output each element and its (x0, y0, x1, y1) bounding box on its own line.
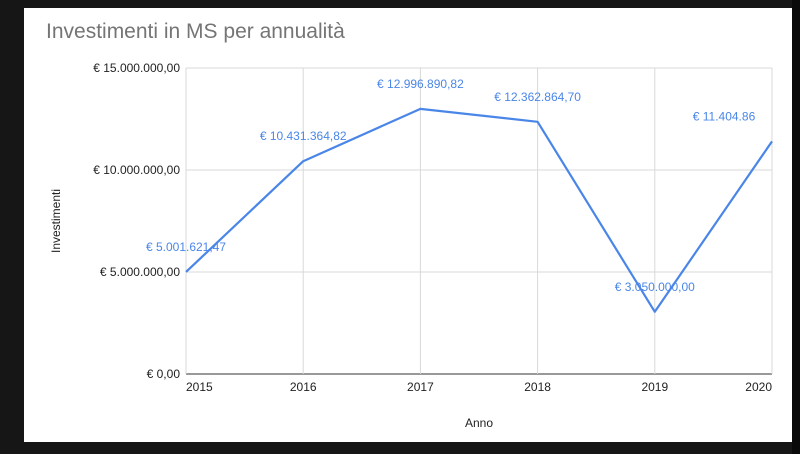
data-label: € 5.001.621,47 (146, 240, 226, 254)
series (185, 107, 773, 313)
screen-edge (792, 0, 800, 454)
y-tick-label: € 15.000.000,00 (93, 61, 180, 75)
y-axis-ticks: € 0,00 € 5.000.000,00 € 10.000.000,00 € 15.… (93, 61, 180, 381)
chart-title: Investimenti in MS per annualità (46, 20, 345, 43)
x-tick-label: 2018 (524, 380, 551, 394)
x-axis-label: Anno (465, 416, 493, 430)
data-label: € 12.996.890,82 (377, 77, 464, 91)
chart-card (24, 8, 792, 442)
y-tick-label: € 10.000.000,00 (93, 163, 180, 177)
data-labels: € 5.001.621,47 € 10.431.364,82 € 12.996.89… (146, 77, 756, 294)
data-label: € 11.404.86 (693, 109, 756, 123)
x-tick-label: 2016 (290, 380, 317, 394)
data-label: € 10.431.364,82 (260, 129, 347, 143)
x-tick-label: 2020 (745, 380, 772, 394)
y-tick-label: € 5.000.000,00 (100, 265, 180, 279)
data-label: € 12.362.864,70 (494, 90, 581, 104)
x-axis-ticks: 2015 2016 2017 2018 2019 2020 (186, 380, 772, 394)
y-axis-label: Investimenti (49, 189, 63, 253)
x-tick-label: 2015 (186, 380, 213, 394)
data-label: € 3.050.000,00 (615, 280, 695, 294)
x-tick-label: 2019 (641, 380, 668, 394)
series-line (185, 107, 773, 313)
gridlines (185, 67, 773, 375)
x-tick-label: 2017 (407, 380, 434, 394)
y-tick-label: € 0,00 (147, 367, 181, 381)
